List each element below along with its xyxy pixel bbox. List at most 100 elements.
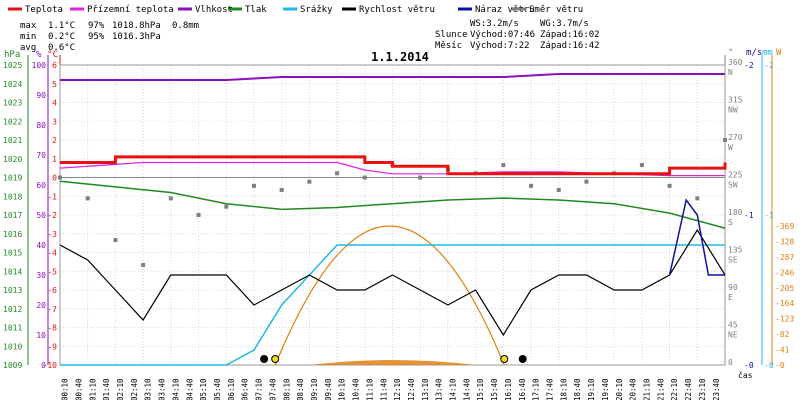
x-tick: 06:10 <box>227 378 236 400</box>
humidity-line <box>60 73 725 81</box>
hpa-tick: 1020 <box>3 155 22 164</box>
x-tick: 10:40 <box>352 378 361 400</box>
ms-axis-label: m/s <box>746 48 762 58</box>
temp-tick: -7 <box>47 305 57 314</box>
wind-dir-point <box>639 163 644 167</box>
x-tick: 22:10 <box>670 378 679 400</box>
hpa-tick: 1014 <box>3 267 22 276</box>
w-tick: -246 <box>775 268 794 277</box>
x-tick: 11:40 <box>379 378 388 400</box>
pct-tick: 80 <box>36 121 46 130</box>
temp-tick: -4 <box>47 249 57 258</box>
wind-dir-point <box>556 188 561 192</box>
legend-label-4: Srážky <box>300 5 333 15</box>
w-tick: -205 <box>775 284 794 293</box>
dir-axis-label: ° <box>728 48 733 58</box>
pct-tick: 90 <box>36 91 46 100</box>
stat-max-rain: 0.8mm <box>172 21 199 31</box>
x-tick: 01:10 <box>88 378 97 400</box>
temp-tick: -5 <box>47 267 57 276</box>
x-tick: 10:10 <box>338 378 347 400</box>
wind-dir-point <box>501 163 506 167</box>
x-tick: 00:40 <box>74 378 83 400</box>
x-tick: 17:10 <box>532 378 541 400</box>
x-tick: 23:10 <box>698 378 707 400</box>
dir-tick: 180 <box>728 208 743 217</box>
legend-label-5: Rychlost větru <box>359 5 435 15</box>
ms-tick: -2 <box>744 61 754 70</box>
pct-tick: 100 <box>32 61 47 70</box>
x-tick: 04:10 <box>171 378 180 400</box>
w-tick: -328 <box>775 237 794 246</box>
wind-dir-point <box>667 183 672 188</box>
stat-max-press: 1018.8hPa <box>112 21 161 31</box>
x-tick: 07:40 <box>268 378 277 400</box>
x-tick: 13:10 <box>421 378 430 400</box>
x-tick: 12:40 <box>407 378 416 400</box>
pct-tick: 10 <box>36 331 46 340</box>
temp-tick: 2 <box>52 136 57 145</box>
wind-speed-line <box>59 228 726 337</box>
x-tick: 16:40 <box>518 378 527 400</box>
chart-title: 1.1.2014 <box>371 50 429 64</box>
wind-gust-line <box>668 198 725 276</box>
hpa-tick: 1023 <box>3 99 22 108</box>
solar-radiation-area <box>309 360 476 365</box>
legend-label-2: Vlhkost <box>195 5 233 15</box>
w-tick: -287 <box>775 253 794 262</box>
moonrise-marker <box>260 355 269 363</box>
x-tick: 05:10 <box>199 378 208 400</box>
wind-gust-avg: WG:3.7m/s <box>540 19 589 29</box>
dir-tick: 135 <box>728 246 743 255</box>
x-axis-label: čas <box>738 370 753 380</box>
temp-tick: -6 <box>47 286 57 295</box>
hpa-tick: 1013 <box>3 286 22 295</box>
temp-tick: 6 <box>52 61 57 70</box>
pct-tick: 70 <box>36 151 46 160</box>
x-tick: 21:40 <box>656 378 665 400</box>
x-tick: 18:10 <box>559 378 568 400</box>
x-tick: 20:10 <box>615 378 624 400</box>
wind-dir-point <box>58 175 62 180</box>
wind-dir-point <box>196 213 201 217</box>
hpa-tick: 1017 <box>3 211 22 220</box>
dir-tick: 90 <box>728 283 738 292</box>
w-tick: -369 <box>775 222 794 231</box>
legend-label-0: Teplota <box>25 5 63 15</box>
temp-tick: 1 <box>52 155 57 164</box>
hpa-tick: 1024 <box>3 80 22 89</box>
hpa-tick: 1011 <box>3 324 22 333</box>
wind-speed-avg: WS:3.2m/s <box>470 19 519 29</box>
dir-compass: SE <box>728 256 738 265</box>
x-tick: 19:10 <box>587 378 596 400</box>
axes: hPa1009101010111012101310141015101610171… <box>3 48 794 370</box>
wind-dir-point <box>723 138 727 142</box>
x-tick: 06:40 <box>241 378 250 400</box>
pct-tick: 40 <box>36 241 46 250</box>
sunset: Západ:16:02 <box>540 30 600 40</box>
x-tick: 08:40 <box>296 378 305 400</box>
wind-dir-point <box>279 188 284 192</box>
dir-tick: 45 <box>728 321 738 330</box>
x-tick: 02:10 <box>116 378 125 400</box>
wind-dir-point <box>418 175 423 180</box>
hpa-tick: 1022 <box>3 117 22 126</box>
temp-tick: 4 <box>52 99 57 108</box>
w-axis-label: W <box>776 48 782 58</box>
hpa-tick: 1010 <box>3 342 22 351</box>
legend: Teplota Přízemní teplota Vlhkost Tlak Srážky… <box>8 5 583 15</box>
dir-compass: E <box>728 293 733 302</box>
hpa-axis-label: hPa <box>4 50 20 60</box>
sunset-marker <box>500 355 509 363</box>
x-tick: 05:40 <box>213 378 222 400</box>
x-tick: 15:10 <box>476 378 485 400</box>
x-tick: 15:40 <box>490 378 499 400</box>
moon-label: Měsíc <box>435 41 462 51</box>
hpa-tick: 1012 <box>3 305 22 314</box>
moonrise: Východ:7:22 <box>470 41 530 51</box>
w-tick: -0 <box>775 361 785 370</box>
dir-tick: 0 <box>728 358 733 367</box>
x-tick: 19:40 <box>601 378 610 400</box>
w-tick: -164 <box>775 299 794 308</box>
